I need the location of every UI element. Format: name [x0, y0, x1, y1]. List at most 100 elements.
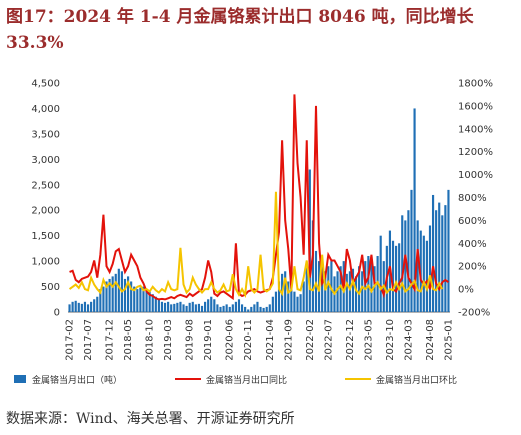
bar: [379, 235, 382, 312]
y-right-tick-label: 200%: [458, 262, 487, 273]
bar: [225, 304, 228, 312]
bar: [163, 302, 167, 312]
x-tick-label: 2021-09: [283, 319, 294, 361]
bar: [222, 305, 225, 312]
y-left-tick-label: 2,500: [31, 180, 60, 191]
bar: [401, 215, 404, 312]
y-right-tick-label: 0%: [458, 285, 474, 296]
y-left-tick-label: 3,000: [31, 155, 60, 166]
y-axis-left-ticks: 0 500 1,000 1,500 2,000 2,500 3,000 3,500 4,000 4…: [31, 79, 60, 319]
y-right-tick-label: 1800%: [458, 79, 493, 90]
bar: [83, 301, 87, 312]
x-tick-label: 2018-10: [145, 319, 156, 361]
legend-label-mom: 金属铬当月出口环比: [376, 374, 457, 386]
bar: [207, 299, 210, 312]
bar: [157, 299, 160, 312]
bar: [351, 268, 355, 312]
bar: [339, 266, 342, 312]
bar: [185, 305, 188, 312]
x-tick-label: 2017-12: [105, 319, 116, 361]
bar: [370, 258, 373, 312]
bar: [299, 294, 302, 312]
bar: [133, 286, 136, 312]
source-note: 数据来源：Wind、海关总署、开源证券研究所: [6, 411, 295, 427]
bar: [441, 215, 444, 312]
bar: [216, 304, 219, 312]
bar: [265, 306, 268, 312]
bar: [200, 305, 204, 312]
x-tick-label: 2024-03: [403, 319, 414, 361]
bar: [410, 189, 413, 312]
bar: [234, 301, 237, 312]
x-tick-label: 2019-01: [203, 319, 214, 361]
bar: [111, 276, 114, 312]
bar: [179, 301, 182, 312]
bar: [447, 189, 450, 312]
bar: [139, 287, 142, 312]
bar: [99, 289, 102, 312]
bar: [74, 300, 77, 312]
bar: [145, 289, 148, 312]
bar: [404, 220, 407, 312]
bar: [126, 276, 130, 312]
bar: [305, 266, 308, 312]
bar: [391, 240, 395, 312]
bar: [330, 261, 333, 312]
bar: [80, 303, 83, 312]
bar: [336, 271, 339, 312]
bar: [345, 273, 348, 312]
bar: [253, 304, 256, 312]
bar: [68, 304, 71, 312]
bar: [114, 273, 117, 312]
bar: [296, 296, 299, 312]
y-left-tick-label: 0: [54, 308, 60, 319]
y-left-tick-label: 2,000: [31, 206, 60, 217]
bar: [204, 301, 207, 312]
bar: [324, 271, 327, 312]
bar: [93, 299, 96, 312]
bar: [108, 278, 111, 312]
bar: [71, 301, 74, 312]
bar: [188, 302, 191, 312]
y-left-tick-label: 1,500: [31, 231, 60, 242]
bar: [219, 306, 222, 312]
bar: [151, 294, 154, 312]
y-right-tick-label: 400%: [458, 239, 487, 250]
x-tick-label: 2020-06: [225, 319, 236, 361]
bar: [407, 210, 410, 312]
bar: [197, 303, 201, 312]
y-left-tick-label: 4,000: [31, 104, 60, 115]
bar: [191, 301, 194, 312]
bar: [250, 306, 253, 312]
bar: [416, 220, 419, 312]
bar: [293, 291, 296, 312]
bar: [105, 281, 108, 312]
bar: [231, 304, 234, 312]
y-right-tick-label: 600%: [458, 216, 487, 227]
bar: [173, 303, 176, 312]
bar: [123, 278, 127, 312]
bar: [237, 299, 241, 312]
x-tick-label: 2024-08: [425, 319, 436, 361]
bar: [160, 301, 164, 312]
bar: [364, 261, 367, 312]
bar: [228, 306, 231, 312]
y-left-tick-label: 1,000: [31, 257, 60, 268]
x-tick-label: 2023-05: [363, 319, 374, 361]
x-tick-label: 2025-01: [443, 319, 454, 361]
bar: [398, 243, 401, 312]
x-tick-label: 2017-07: [83, 319, 94, 361]
x-axis-tick-labels: 2017-02 2017-07 2017-12 2018-05 2018-10 2019-…: [65, 319, 455, 361]
y-right-tick-label: 800%: [458, 193, 487, 204]
bar: [170, 304, 173, 312]
x-tick-label: 2023-10: [385, 319, 396, 361]
bar: [287, 281, 290, 312]
bar: [77, 302, 80, 312]
bar: [425, 240, 428, 312]
bar: [256, 301, 259, 312]
bar: [259, 306, 262, 312]
y-right-tick-label: 1400%: [458, 124, 493, 135]
bar: [247, 309, 250, 312]
bar: [358, 266, 361, 312]
bar: [90, 301, 93, 312]
